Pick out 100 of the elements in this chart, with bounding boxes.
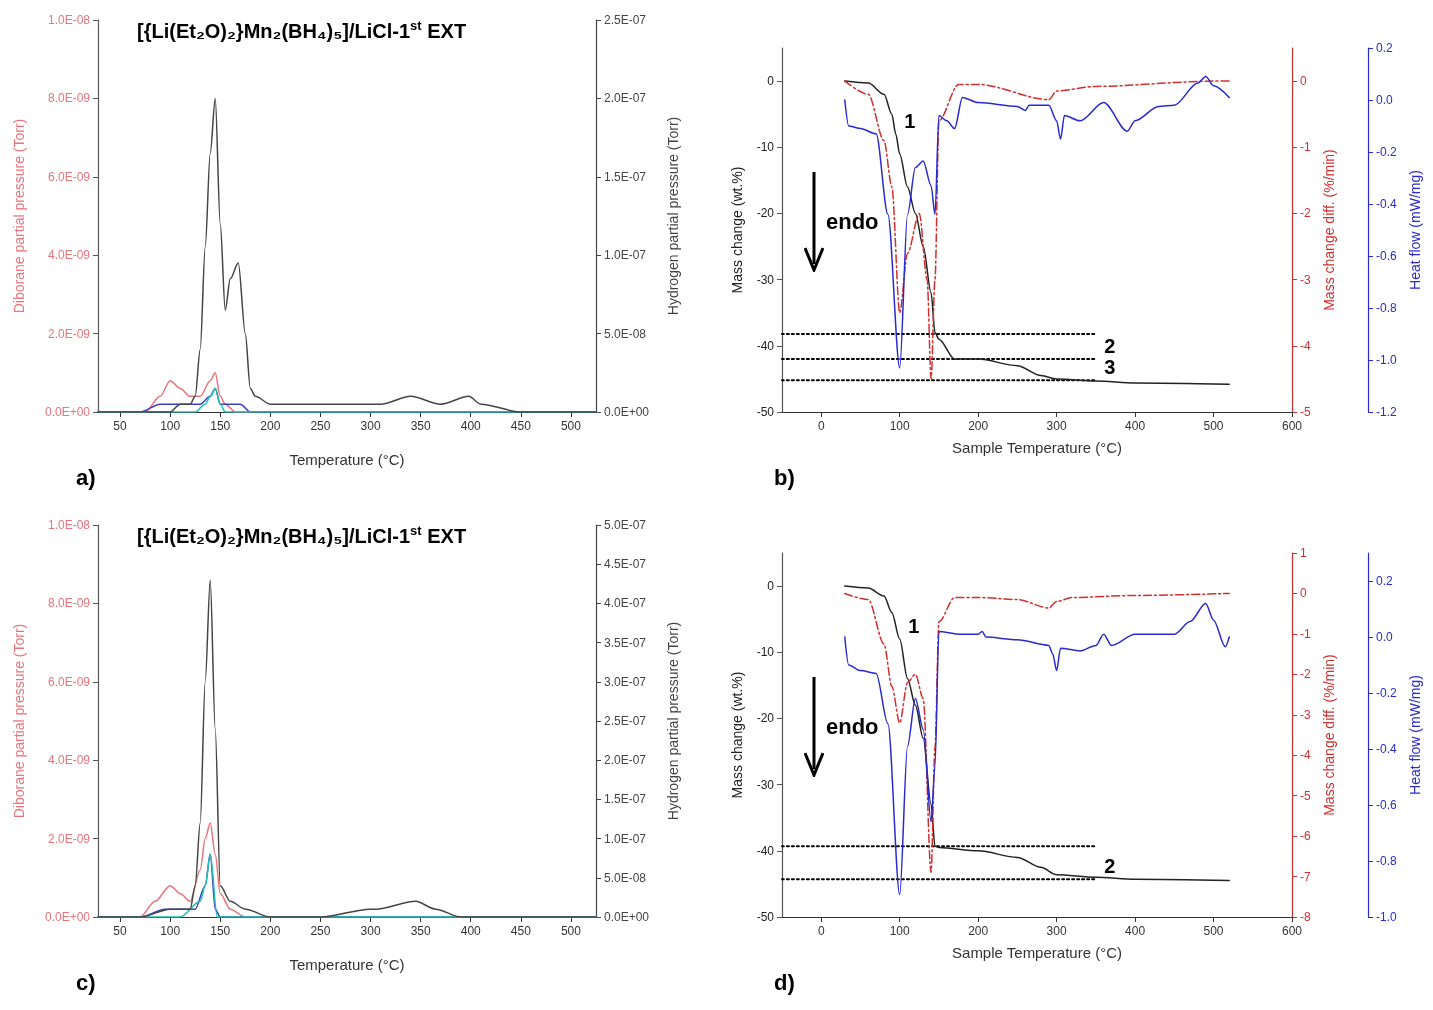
y-tick-label: 4.0E-09 — [47, 753, 91, 768]
y2-tick-label: 0 — [1300, 74, 1307, 89]
x-tick-label: 600 — [1281, 924, 1303, 938]
y3-tick-label: -0.6 — [1376, 798, 1397, 812]
y2-tick-label: -8 — [1300, 910, 1311, 924]
y-tick-label: -20 — [756, 711, 775, 726]
x-tick-label: 600 — [1281, 419, 1303, 433]
y2-tick-label: -3 — [1300, 272, 1311, 287]
y-tick-label: -40 — [756, 338, 775, 353]
y-tick-label: 1.0E-08 — [47, 518, 91, 532]
y-tick-label: -10 — [756, 645, 775, 660]
y2-tick-label: 1 — [1300, 546, 1307, 560]
y3-tick-label: -1.2 — [1376, 405, 1397, 419]
y-tick-label: -20 — [756, 206, 775, 221]
y-tick-label: 0.0E+00 — [44, 910, 91, 924]
y2-tick-label: 5.0E-08 — [604, 326, 647, 341]
y-tick-label: 2.0E-09 — [47, 831, 91, 846]
y3-tick-label: -0.6 — [1376, 249, 1397, 263]
x-tick-label: 200 — [260, 419, 281, 433]
y2-tick-label: -2 — [1300, 206, 1311, 221]
y2-tick-label: 0.0E+00 — [604, 405, 650, 419]
x-tick-label: 0 — [817, 924, 825, 938]
x-tick-label: 400 — [460, 924, 482, 938]
y-tick-label: -50 — [756, 910, 775, 924]
x-tick-label: 400 — [460, 419, 482, 433]
y2-tick-label: 0.0E+00 — [604, 910, 650, 924]
x-tick-label: 100 — [889, 924, 911, 938]
y3-axis-title: Heat flow (mW/mg) — [1407, 170, 1423, 290]
x-axis-title: Temperature (°C) — [289, 956, 405, 973]
y3-tick-label: -0.8 — [1376, 854, 1397, 868]
y2-tick-label: -5 — [1300, 788, 1311, 803]
x-tick-label: 500 — [1203, 419, 1224, 433]
y2-tick-label: 5.0E-07 — [604, 518, 647, 532]
y-tick-label: 0 — [767, 579, 775, 594]
y2-tick-label: -5 — [1300, 405, 1311, 419]
annotation: 3 — [1104, 356, 1116, 379]
y2-tick-label: -4 — [1300, 748, 1311, 763]
x-tick-label: 350 — [410, 419, 431, 433]
x-tick-label: 100 — [160, 924, 181, 938]
y3-tick-label: -0.2 — [1376, 145, 1397, 159]
y-tick-label: -30 — [756, 777, 775, 792]
annotation: 2 — [1104, 335, 1116, 358]
y-axis-title: Mass change (wt.%) — [729, 671, 745, 799]
y2-tick-label: 5.0E-08 — [604, 870, 647, 885]
y-tick-label: -10 — [756, 140, 775, 155]
y2-tick-label: 2.5E-07 — [604, 714, 647, 728]
x-tick-label: 200 — [968, 419, 989, 433]
y-tick-label: -40 — [756, 843, 775, 858]
x-tick-label: 0 — [817, 419, 825, 433]
y2-tick-label: 1.5E-07 — [604, 169, 647, 184]
y2-tick-label: 2.0E-07 — [604, 753, 647, 768]
x-tick-label: 350 — [410, 924, 431, 938]
y2-tick-label: 1.0E-07 — [604, 248, 647, 263]
y2-tick-label: -7 — [1300, 869, 1311, 884]
y2-tick-label: 3.0E-07 — [604, 674, 647, 689]
x-tick-label: 150 — [210, 419, 231, 433]
x-tick-label: 300 — [1046, 419, 1067, 433]
y2-tick-label: 0 — [1300, 586, 1307, 601]
x-tick-label: 50 — [113, 419, 128, 433]
x-tick-label: 500 — [1203, 924, 1224, 938]
y-tick-label: 6.0E-09 — [47, 674, 91, 689]
y-tick-label: -50 — [756, 405, 775, 419]
y-tick-label: 1.0E-08 — [47, 13, 91, 27]
x-tick-label: 300 — [360, 924, 381, 938]
x-tick-label: 400 — [1125, 419, 1146, 433]
text: d) — [774, 969, 795, 995]
x-tick-label: 450 — [510, 419, 532, 433]
x-axis-title: Sample Temperature (°C) — [952, 439, 1122, 456]
x-tick-label: 250 — [310, 419, 331, 433]
annotation: 2 — [1104, 855, 1116, 878]
y3-tick-label: 0.2 — [1376, 574, 1394, 588]
y3-tick-label: -1.0 — [1376, 353, 1397, 367]
y2-tick-label: 2.0E-07 — [604, 91, 647, 106]
y-tick-label: 2.0E-09 — [47, 326, 91, 341]
y-axis-title: Diborane partial pressure (Torr) — [11, 118, 27, 314]
y2-tick-label: -1 — [1300, 140, 1311, 155]
x-tick-label: 500 — [560, 419, 582, 433]
annotation: 1 — [908, 615, 920, 638]
y2-tick-label: 3.5E-07 — [604, 635, 647, 650]
annotation: endo — [826, 208, 879, 234]
x-axis-title: Sample Temperature (°C) — [952, 944, 1122, 961]
x-tick-label: 200 — [260, 924, 281, 938]
y2-tick-label: -2 — [1300, 667, 1311, 682]
y3-tick-label: -0.4 — [1376, 197, 1397, 211]
x-axis-title: Temperature (°C) — [289, 451, 405, 468]
y-tick-label: 0 — [767, 74, 775, 89]
y-axis-title: Mass change (wt.%) — [729, 166, 745, 294]
x-tick-label: 450 — [510, 924, 532, 938]
text: c) — [76, 969, 96, 995]
x-tick-label: 300 — [360, 419, 381, 433]
y3-tick-label: -0.4 — [1376, 742, 1397, 756]
y3-tick-label: 0.0 — [1376, 93, 1394, 107]
x-tick-label: 100 — [889, 419, 911, 433]
y2-tick-label: -6 — [1300, 829, 1311, 844]
text: a) — [76, 464, 96, 490]
x-tick-label: 250 — [310, 924, 331, 938]
y2-tick-label: 4.5E-07 — [604, 557, 647, 572]
y-tick-label: -30 — [756, 272, 775, 287]
y2-axis-title: Mass change diff. (%/min) — [1321, 654, 1337, 816]
y2-tick-label: -1 — [1300, 626, 1311, 641]
